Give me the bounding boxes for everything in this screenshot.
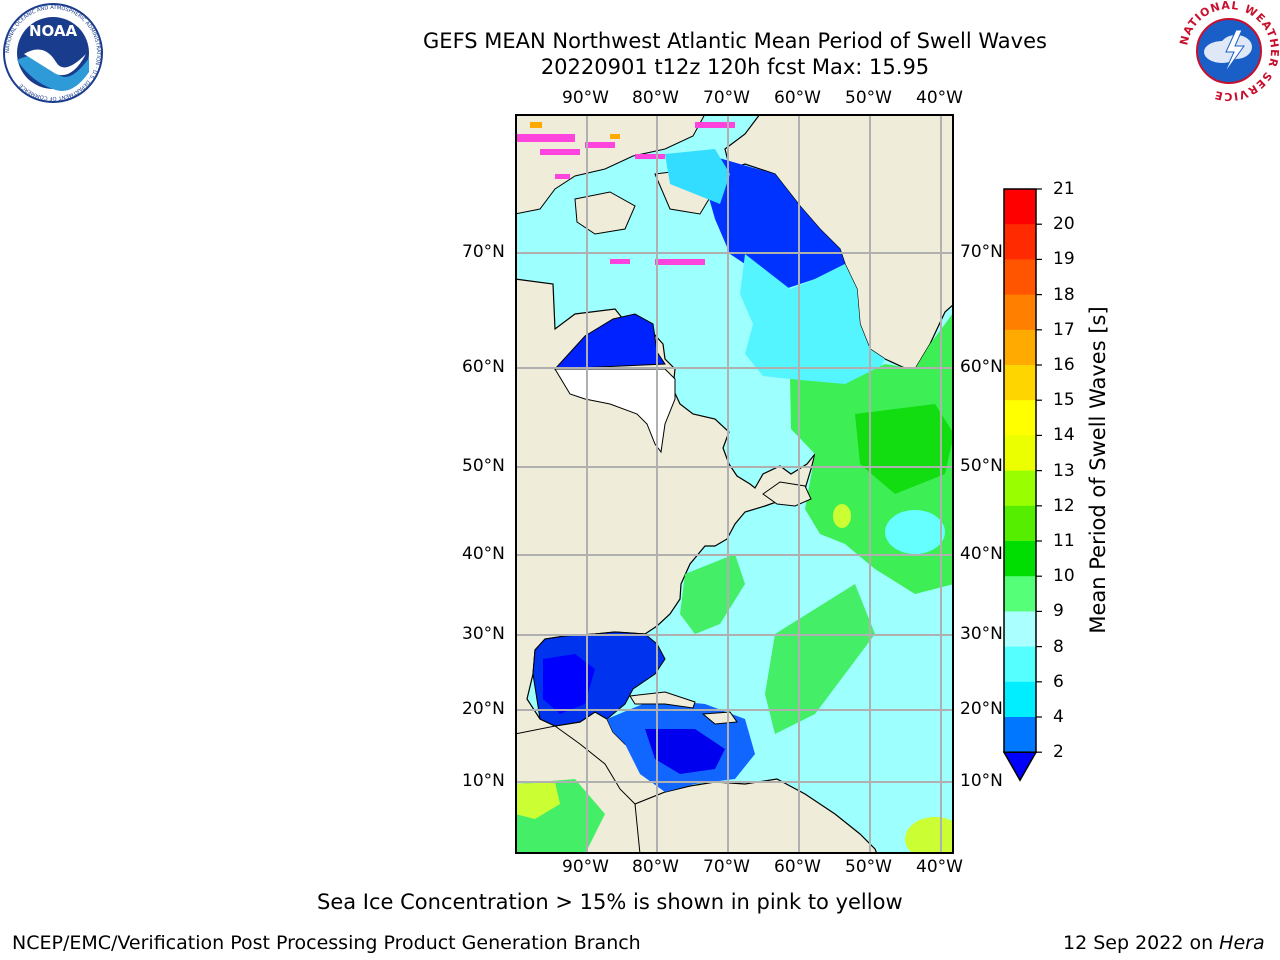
lon-label-top: 80°W — [632, 88, 679, 108]
colorbar-segment — [1004, 365, 1036, 401]
map-canvas — [515, 114, 954, 854]
colorbar-tick-label: 10 — [1053, 566, 1075, 587]
colorbar-tick-label: 6 — [1053, 671, 1064, 692]
lat-label-left: 10°N — [462, 771, 505, 791]
ocean-gulf-inner — [543, 654, 595, 714]
colorbar-tick-label: 21 — [1053, 179, 1075, 199]
noaa-logo: NOAA NATIONAL OCEANIC AND ATMOSPHERIC AD… — [2, 2, 104, 104]
colorbar-title: Mean Period of Swell Waves [s] — [1086, 306, 1110, 634]
land-south-america — [634, 778, 878, 854]
lat-label-right: 20°N — [960, 699, 1003, 719]
ocean-labrador-sea — [740, 254, 885, 389]
lon-label-bottom: 40°W — [916, 857, 963, 877]
ocean-hudson-bay — [553, 313, 666, 370]
ocean-caribbean-dark — [645, 729, 725, 774]
lon-label-top: 70°W — [703, 88, 750, 108]
lat-label-left: 50°N — [462, 456, 505, 476]
date-stamp: 12 Sep 2022 on Hera — [1063, 932, 1265, 954]
colorbar-tick-label: 14 — [1053, 425, 1075, 446]
chart-title: GEFS MEAN Northwest Atlantic Mean Period… — [423, 29, 1047, 53]
colorbar-segment — [1004, 576, 1036, 612]
colorbar-canvas — [1002, 188, 1042, 782]
sea-ice-high — [530, 122, 620, 139]
lat-label-left: 30°N — [462, 624, 505, 644]
colorbar-tick-label: 8 — [1053, 636, 1064, 657]
colorbar-segment — [1004, 189, 1036, 225]
colorbar-segment — [1004, 329, 1036, 366]
graticule — [515, 114, 954, 854]
ocean-no-data — [554, 368, 676, 454]
lat-label-left: 40°N — [462, 544, 505, 564]
land-island — [574, 191, 636, 235]
lon-label-bottom: 90°W — [562, 857, 609, 877]
lon-label-bottom: 80°W — [632, 857, 679, 877]
ocean-pacific-high — [515, 782, 560, 819]
chart-subtitle: 20220901 t12z 120h fcst Max: 15.95 — [540, 55, 930, 79]
colorbar-tick-label: 11 — [1053, 531, 1075, 551]
ocean-subtropical-green — [765, 584, 875, 734]
colorbar-segment — [1004, 681, 1036, 718]
colorbar-segment — [1004, 611, 1036, 648]
lat-label-right: 40°N — [960, 544, 1003, 564]
lat-label-left: 20°N — [462, 699, 505, 719]
colorbar-tick-label: 17 — [1053, 319, 1075, 340]
colorbar-segment — [1004, 400, 1036, 436]
colorbar-segment — [1004, 505, 1036, 542]
colorbar-extend-arrow — [1002, 751, 1038, 782]
lon-label-top: 40°W — [916, 88, 963, 108]
colorbar-segment — [1004, 541, 1036, 577]
lat-label-right: 50°N — [960, 456, 1003, 476]
machine-name: Hera — [1219, 932, 1265, 954]
colorbar-tick-label: 15 — [1053, 390, 1075, 411]
map-panel — [515, 114, 954, 858]
lat-label-right: 10°N — [960, 771, 1003, 791]
colorbar-tick-label: 18 — [1053, 284, 1075, 305]
ocean-green-core — [855, 404, 954, 494]
colorbar-tick-label: 20 — [1053, 214, 1075, 235]
lon-label-top: 90°W — [562, 88, 609, 108]
colorbar-tick-label: 2 — [1053, 742, 1064, 763]
lon-label-bottom: 50°W — [845, 857, 892, 877]
colorbar — [1000, 185, 1048, 789]
lon-label-bottom: 60°W — [774, 857, 821, 877]
colorbar-tick-label: 4 — [1053, 707, 1064, 727]
colorbar-segment — [1004, 470, 1036, 507]
colorbar-tick-label: 19 — [1053, 249, 1075, 270]
lat-label-right: 60°N — [960, 357, 1003, 377]
lat-label-right: 30°N — [960, 624, 1003, 644]
svg-text:NOAA: NOAA — [29, 22, 78, 40]
lon-label-bottom: 70°W — [703, 857, 750, 877]
lat-label-right: 70°N — [960, 242, 1003, 262]
colorbar-tick-label: 12 — [1053, 495, 1075, 516]
ocean-baffin-bay — [705, 154, 845, 289]
colorbar-segment — [1004, 259, 1036, 296]
ocean-high-period-spot — [833, 504, 851, 528]
colorbar-segment — [1004, 646, 1036, 683]
colorbar-segment — [1004, 224, 1036, 260]
colorbar-tick-label: 16 — [1053, 355, 1075, 375]
colorbar-segment — [1004, 717, 1036, 753]
sea-ice — [515, 122, 735, 265]
lon-label-top: 60°W — [774, 88, 821, 108]
nws-logo: NATIONAL WEATHER SERVICE — [1177, 0, 1280, 103]
colorbar-tick-label: 13 — [1053, 460, 1075, 481]
ocean-baffin-light — [665, 149, 730, 204]
lon-label-top: 50°W — [845, 88, 892, 108]
colorbar-tick-label: 9 — [1053, 601, 1064, 622]
sea-ice-note: Sea Ice Concentration > 15% is shown in … — [317, 890, 903, 914]
colorbar-segment — [1004, 435, 1036, 472]
ocean-eddy — [885, 510, 945, 554]
colorbar-segment — [1004, 294, 1036, 331]
lat-label-left: 60°N — [462, 357, 505, 377]
credit-text: NCEP/EMC/Verification Post Processing Pr… — [12, 932, 641, 954]
date-text: 12 Sep 2022 on — [1063, 932, 1220, 954]
land-cuba — [629, 691, 696, 709]
map-frame — [515, 114, 954, 854]
lat-label-left: 70°N — [462, 242, 505, 262]
